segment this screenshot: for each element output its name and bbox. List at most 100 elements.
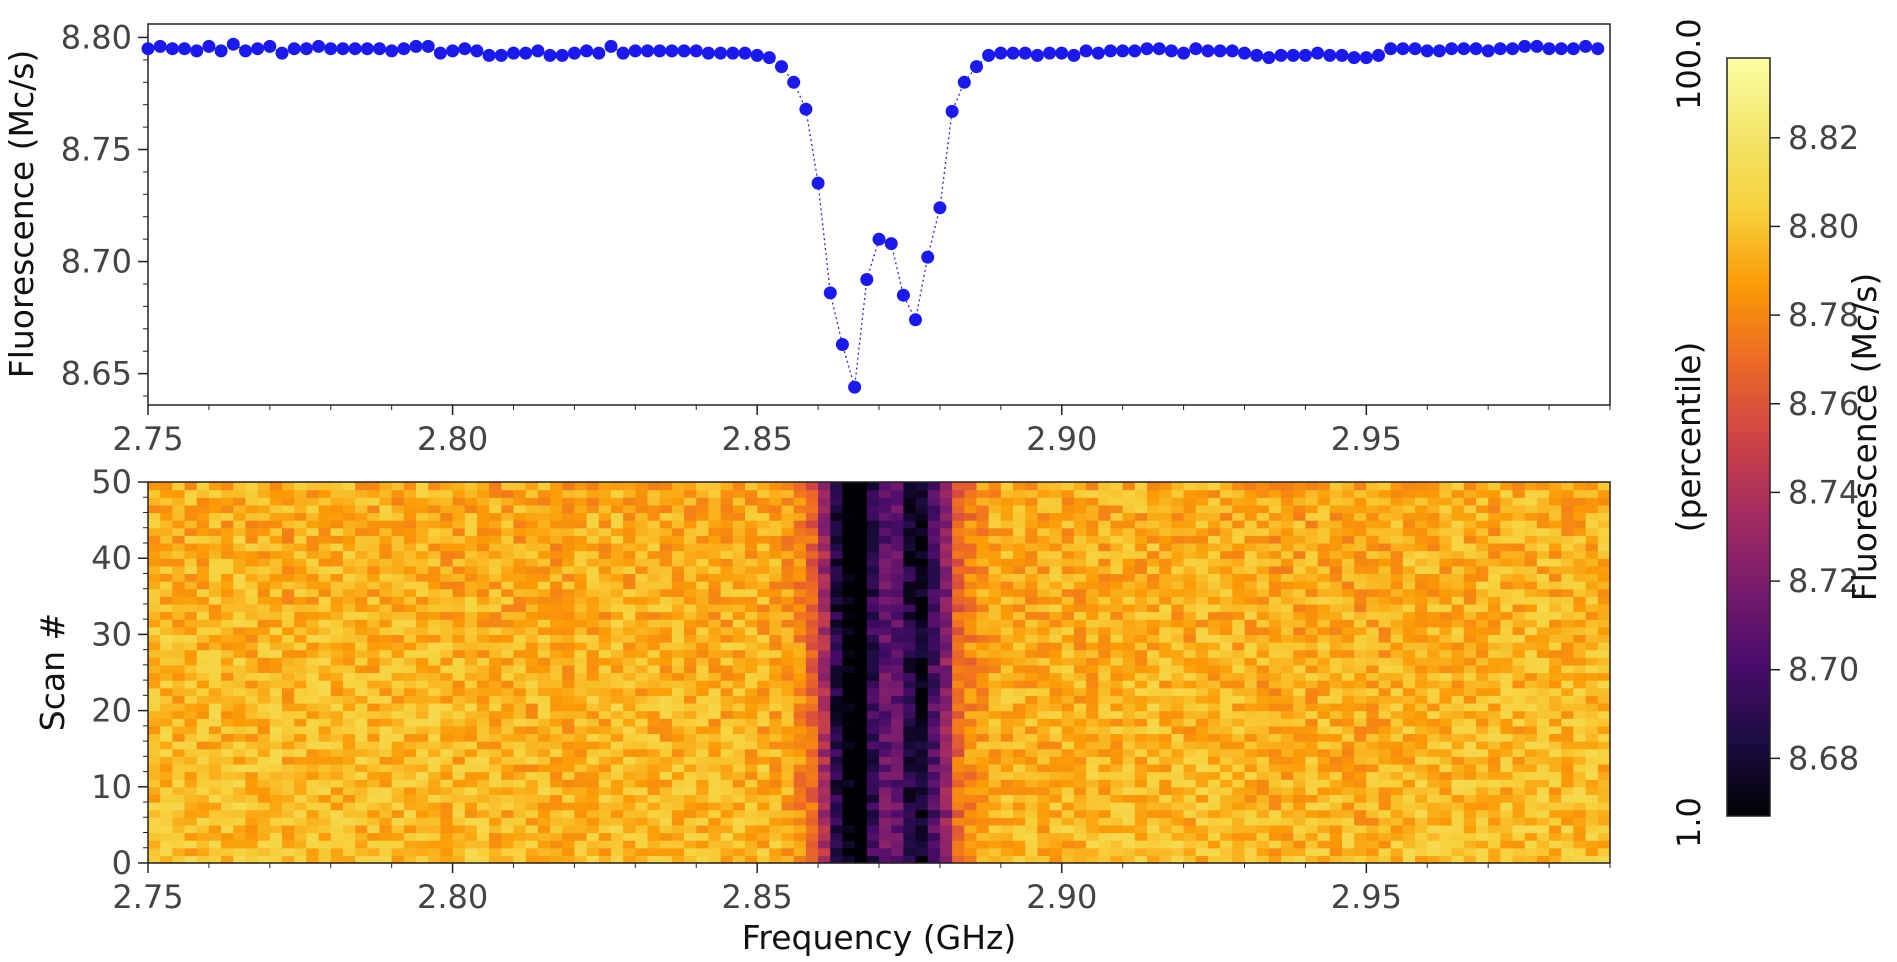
heatmap-cell <box>196 588 210 597</box>
heatmap-cell <box>610 840 624 849</box>
heatmap-cell <box>1061 824 1075 834</box>
heatmap-cell <box>1049 642 1063 651</box>
heatmap-cell <box>184 565 198 575</box>
heatmap-cell <box>1049 603 1063 613</box>
heatmap-cell <box>1354 634 1367 643</box>
heatmap-cell <box>757 672 770 681</box>
heatmap-cell <box>805 794 819 803</box>
spectrum-point <box>592 46 606 60</box>
heatmap-cell <box>282 817 295 826</box>
heatmap-cell <box>1281 642 1294 651</box>
heatmap-cell <box>1061 733 1075 742</box>
heatmap-cell <box>416 603 429 613</box>
heatmap-cell <box>1147 718 1160 727</box>
heatmap-cell <box>355 763 368 773</box>
heatmap-cell <box>306 817 320 826</box>
heatmap-cell <box>562 817 576 826</box>
heatmap-cell <box>659 847 673 856</box>
heatmap-cell <box>671 710 685 719</box>
heatmap-cell <box>696 786 710 796</box>
heatmap-cell <box>306 603 320 613</box>
heatmap-cell <box>160 794 173 803</box>
heatmap-cell <box>684 794 697 803</box>
heatmap-cell <box>1098 664 1112 674</box>
heatmap-cell <box>610 695 624 704</box>
heatmap-cell <box>1305 611 1319 620</box>
heatmap-cell <box>1597 710 1611 719</box>
heatmap-cell <box>306 809 320 818</box>
heatmap-cell <box>1086 817 1099 826</box>
heatmap-cell <box>330 634 344 643</box>
heatmap-cell <box>1488 603 1501 613</box>
heatmap-cell <box>464 558 478 567</box>
heatmap-cell <box>148 725 161 735</box>
heatmap-cell <box>1573 642 1587 651</box>
heatmap-cell <box>428 847 441 856</box>
heatmap-cell <box>1110 664 1124 674</box>
heatmap-cell <box>537 634 551 643</box>
heatmap-cell <box>1183 802 1197 811</box>
heatmap-cell <box>440 695 454 704</box>
heatmap-cell <box>1049 626 1063 635</box>
heatmap-cell <box>233 855 247 864</box>
heatmap-cell <box>964 626 978 635</box>
heatmap-cell <box>1268 832 1282 841</box>
heatmap-cell <box>342 573 356 582</box>
heatmap-cell <box>269 695 283 704</box>
heatmap-cell <box>1061 619 1075 628</box>
heatmap-cell <box>1183 771 1197 780</box>
heatmap-cell <box>306 558 320 567</box>
heatmap-cell <box>1098 611 1112 620</box>
heatmap-cell <box>586 809 600 818</box>
heatmap-cell <box>1098 741 1112 750</box>
heatmap-cell <box>915 581 929 590</box>
heatmap-cell <box>574 657 588 666</box>
heatmap-cell <box>1415 710 1428 719</box>
heatmap-cell <box>805 596 819 605</box>
heatmap-cell <box>744 741 758 750</box>
heatmap-cell <box>976 695 990 704</box>
heatmap-cell <box>282 809 295 818</box>
spectrum-point <box>933 201 947 215</box>
heatmap-cell <box>671 642 685 651</box>
heatmap-cell <box>647 611 661 620</box>
heatmap-cell <box>1317 710 1331 719</box>
heatmap-cell <box>1402 626 1416 635</box>
heatmap-cell <box>1500 855 1514 864</box>
heatmap-cell <box>720 725 734 735</box>
heatmap-cell <box>854 756 868 765</box>
heatmap-cell <box>818 718 831 727</box>
heatmap-cell <box>866 786 880 796</box>
heatmap-cell <box>1390 847 1404 856</box>
heatmap-cell <box>1439 824 1453 834</box>
heatmap-cell <box>1366 817 1380 826</box>
heatmap-cell <box>440 710 454 719</box>
heatmap-cell <box>1086 771 1099 780</box>
heatmap-cell <box>1597 733 1611 742</box>
heatmap-cell <box>1098 779 1112 788</box>
heatmap-cell <box>355 664 368 674</box>
heatmap-cell <box>1098 702 1112 712</box>
heatmap-cell <box>282 771 295 780</box>
heatmap-cell <box>1317 771 1331 780</box>
heatmap-cell <box>1232 695 1246 704</box>
heatmap-cell <box>294 741 307 750</box>
heatmap-cell <box>1195 680 1209 689</box>
heatmap-cell <box>1171 626 1185 635</box>
heatmap-cell <box>720 748 734 757</box>
heatmap-cell <box>1512 649 1526 658</box>
heatmap-cell <box>1195 748 1209 757</box>
heatmap-cell <box>952 687 965 696</box>
heatmap-cell <box>732 657 746 666</box>
heatmap-cell <box>513 581 527 590</box>
heatmap-cell <box>148 565 161 575</box>
heatmap-cell <box>1086 802 1099 811</box>
heatmap-cell <box>1549 741 1562 750</box>
heatmap-cell <box>1561 558 1575 567</box>
heatmap-cell <box>635 725 649 735</box>
heatmap-cell <box>428 642 441 651</box>
heatmap-cell <box>1073 558 1087 567</box>
heatmap-cell <box>1147 824 1160 834</box>
heatmap-cell <box>416 802 429 811</box>
heatmap-cell <box>342 596 356 605</box>
